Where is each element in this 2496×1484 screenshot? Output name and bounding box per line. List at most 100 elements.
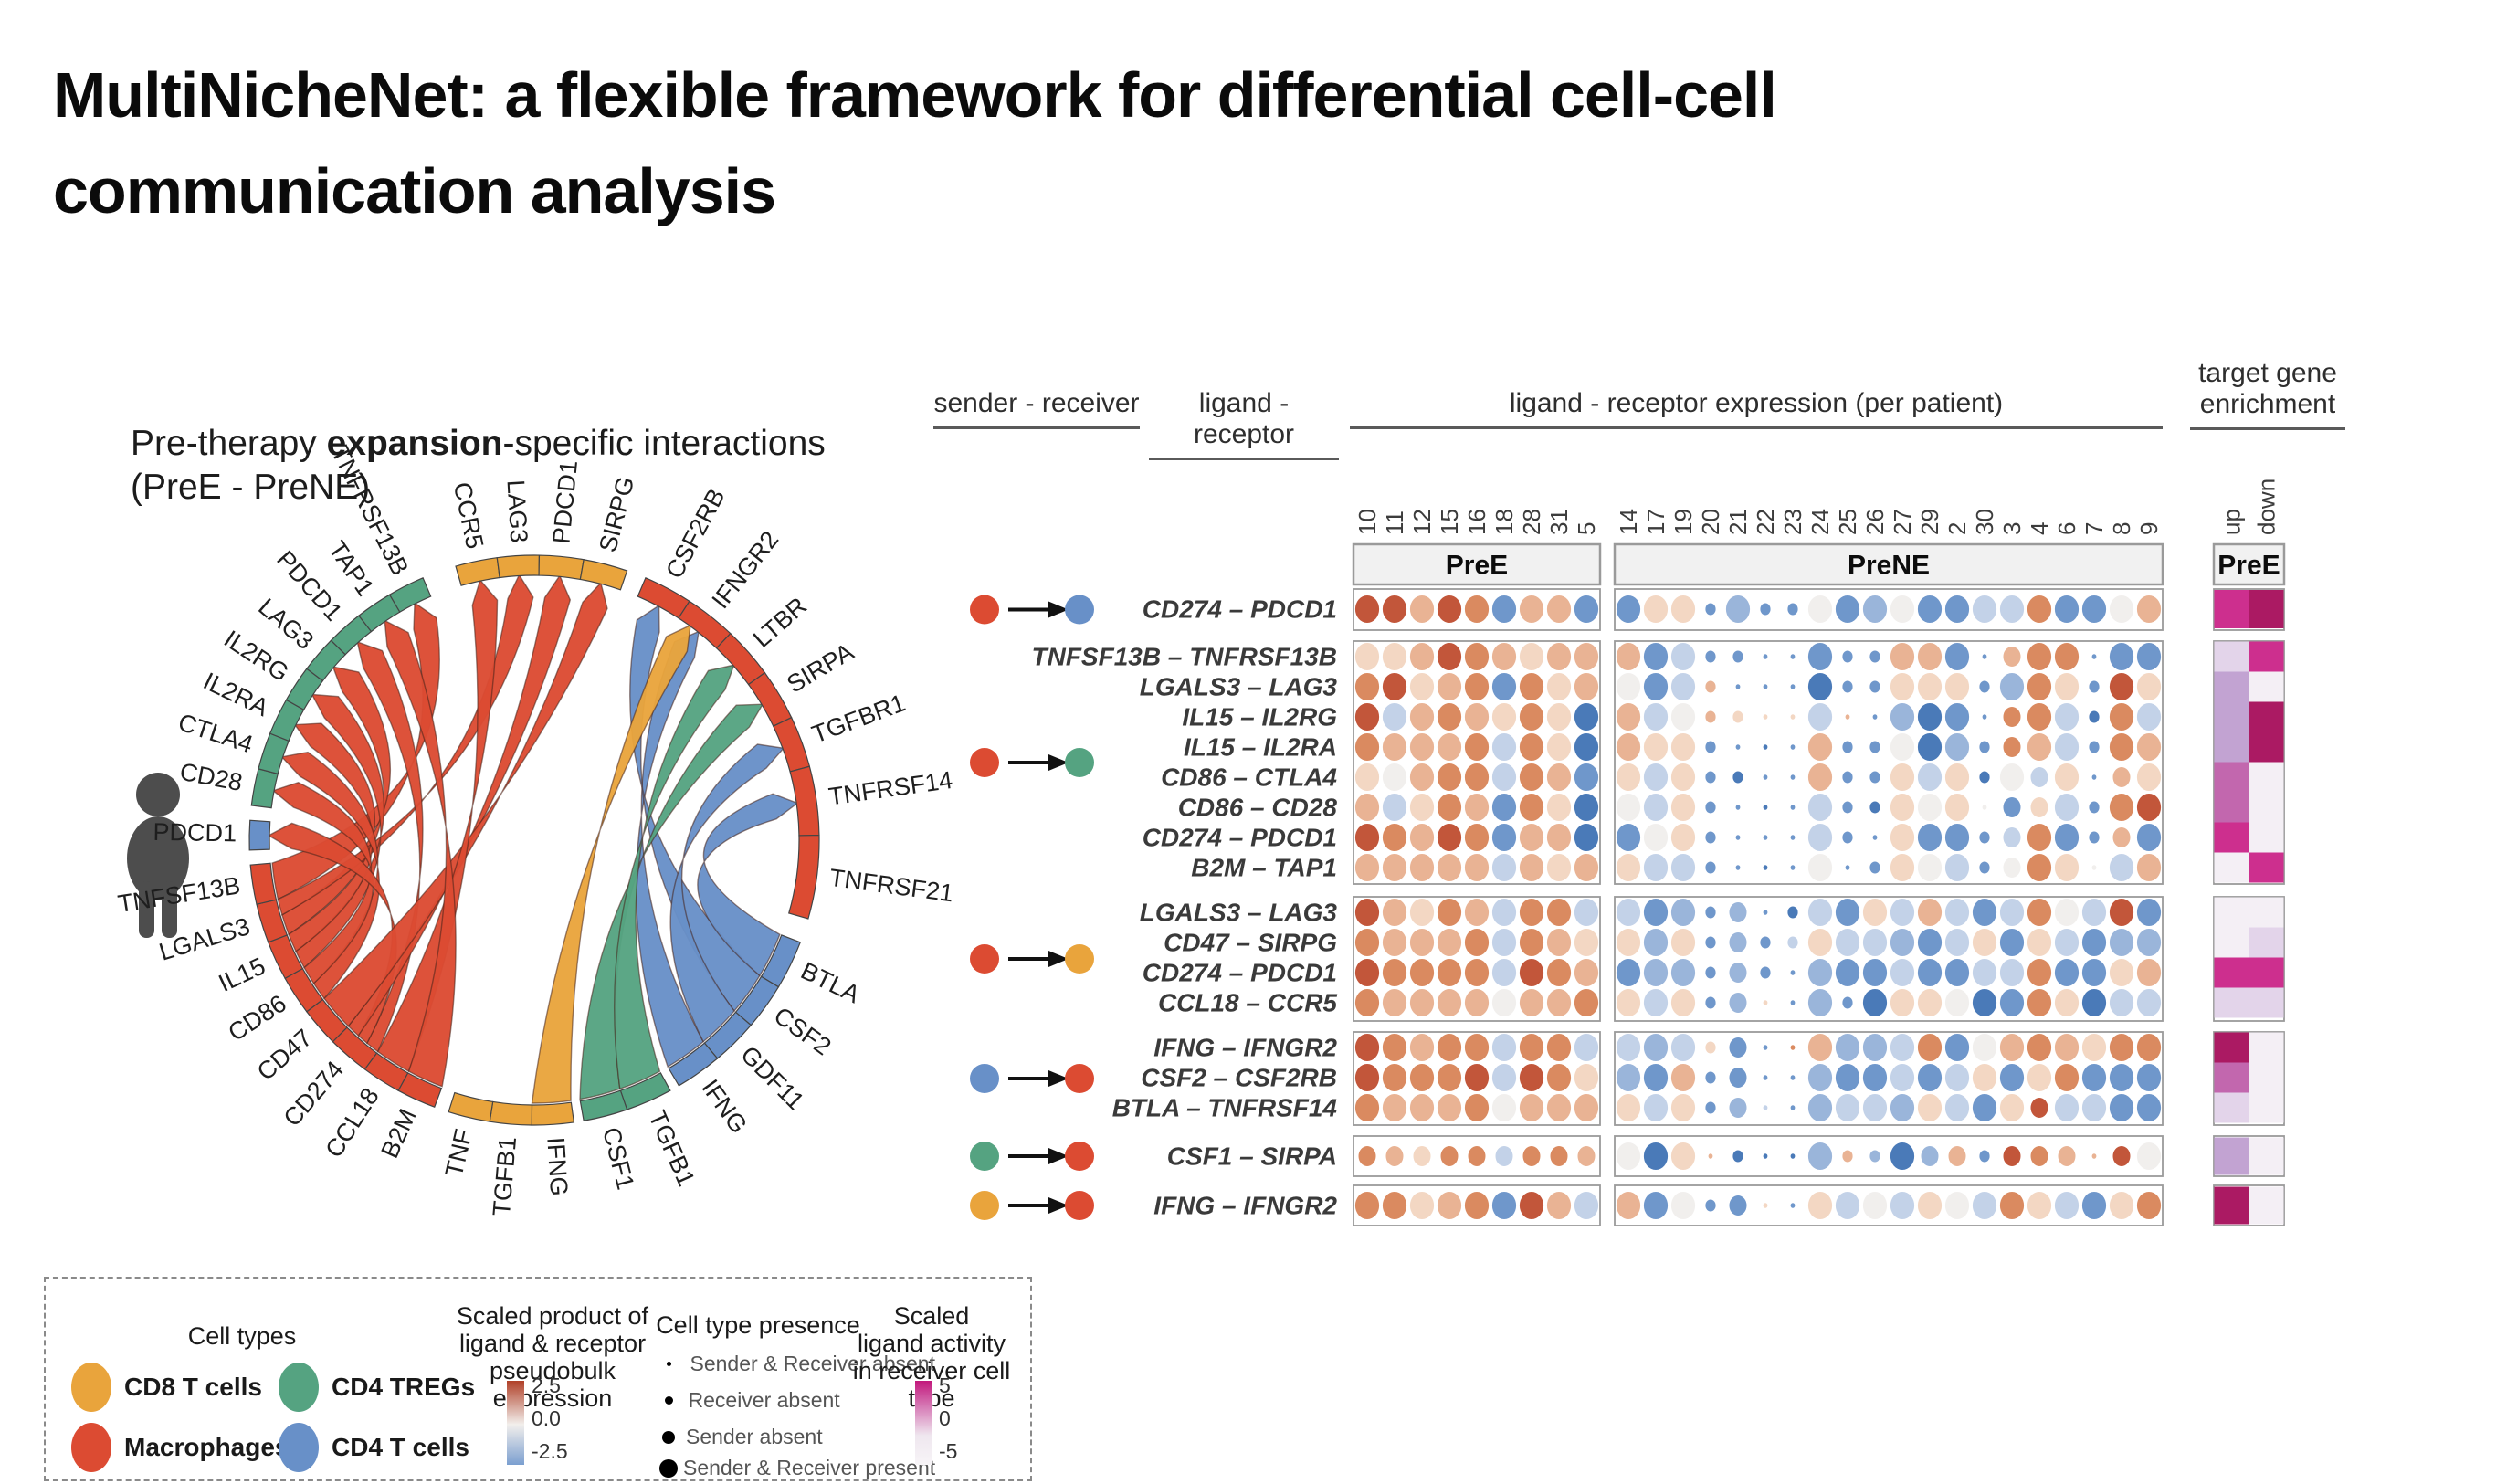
expression-dot (2027, 703, 2052, 731)
expression-dot (1409, 595, 1435, 623)
expression-dot (2081, 1064, 2107, 1091)
expression-dot (1944, 959, 1970, 986)
expression-dot (1763, 684, 1768, 689)
chord-segment (531, 1101, 575, 1126)
expression-dot (1790, 1000, 1796, 1005)
expression-dot (1464, 1034, 1490, 1061)
expression-dot (1354, 989, 1380, 1016)
expression-dot (1574, 794, 1599, 821)
ligand-receptor-label: CD274 – PDCD1 (1143, 959, 1337, 987)
expression-dot (1643, 899, 1669, 926)
expression-dot (1519, 854, 1544, 881)
expression-dot (1729, 1037, 1747, 1058)
chord-segment (788, 834, 820, 920)
enrichment-cell (2249, 701, 2284, 732)
expression-dot (2136, 854, 2162, 881)
expression-dot (2027, 854, 2052, 881)
expression-dot (1643, 673, 1669, 700)
expression-dot (1491, 959, 1517, 986)
chord-segment-label: TNF (440, 1126, 478, 1179)
expression-dot (1787, 936, 1798, 949)
expression-dot (1972, 959, 1997, 986)
chord-segment-label: IL15 (215, 952, 269, 996)
expression-dot (1409, 1034, 1435, 1061)
expression-dot (1546, 929, 1572, 956)
expression-dot (1519, 794, 1544, 821)
enrich-col-label: up (2218, 509, 2246, 535)
patient-id-label: 4 (2026, 522, 2053, 535)
expression-dot (2030, 767, 2048, 787)
expression-dot (1643, 1094, 1669, 1121)
expression-dot (2054, 794, 2080, 821)
expression-dot (1616, 899, 1641, 926)
expression-dot (1944, 673, 1970, 700)
patient-id-label: 10 (1353, 509, 1381, 535)
expression-dot (1944, 1192, 1970, 1219)
expression-dot (1354, 959, 1380, 986)
expression-dot (2089, 710, 2100, 723)
arrowhead-icon (1048, 1197, 1069, 1214)
expression-dot (1354, 733, 1380, 761)
expression-dot (1643, 595, 1669, 623)
expression-dot (1763, 1153, 1768, 1159)
colorbar-tick-label: 5 (939, 1373, 951, 1397)
expression-dot (2081, 1094, 2107, 1121)
expression-dot (2054, 1034, 2080, 1061)
expression-dot (1705, 861, 1716, 874)
group-header (1352, 542, 1602, 586)
patient-id-label: 17 (1642, 509, 1669, 535)
activity-colorbar (915, 1381, 932, 1465)
patient-id-label: 6 (2053, 522, 2080, 535)
expression-dot (1546, 703, 1572, 731)
expression-dot (1409, 824, 1435, 851)
expression-dot (1790, 744, 1796, 750)
chord-ribbon (697, 793, 799, 977)
expression-dot (1835, 595, 1860, 623)
expression-dot (1491, 899, 1517, 926)
panel-box (1614, 640, 2164, 885)
arrowhead-icon (1048, 601, 1069, 618)
expression-dot (1705, 1071, 1716, 1084)
expression-dot (1354, 703, 1380, 731)
expression-dot (1382, 989, 1407, 1016)
expression-dot (1790, 805, 1796, 810)
chord-segment (538, 554, 585, 581)
chord-segment-label: GDF11 (735, 1041, 809, 1116)
expression-dot (1890, 703, 1915, 731)
expression-dot (1616, 763, 1641, 791)
chord-segment-label: BTLA (796, 957, 864, 1009)
expression-dot (2027, 824, 2052, 851)
expression-dot (1790, 1203, 1796, 1208)
ligand-receptor-label: CCL18 – CCR5 (1158, 989, 1337, 1017)
chord-segment (248, 819, 271, 851)
patient-id-label: 19 (1669, 509, 1697, 535)
expression-dot (1890, 643, 1915, 670)
expression-dot (1972, 929, 1997, 956)
expression-dot (1862, 989, 1888, 1016)
expression-dot (1574, 1064, 1599, 1091)
expression-dot (1732, 650, 1743, 663)
expression-dot (1437, 1064, 1462, 1091)
expression-dot (1842, 996, 1853, 1009)
patient-id-label: 23 (1779, 509, 1806, 535)
expression-dot (1705, 650, 1716, 663)
expression-dot (1574, 929, 1599, 956)
expression-dot (1999, 673, 2025, 700)
expression-dot (1491, 595, 1517, 623)
expression-dot (1464, 854, 1490, 881)
expression-dot (2027, 989, 2052, 1016)
expression-dot (1574, 899, 1599, 926)
expression-dot (1890, 854, 1915, 881)
expression-dot (1546, 733, 1572, 761)
expression-dot (1464, 959, 1490, 986)
expression-dot (1705, 771, 1716, 784)
chord-segment-label: PDCD1 (547, 459, 583, 545)
expression-dot (1787, 603, 1798, 616)
header-expression: ligand - receptor expression (per patien… (1350, 388, 2163, 429)
expression-dot (1382, 794, 1407, 821)
expression-dot (1807, 673, 1833, 700)
patient-id-label: 9 (2135, 522, 2163, 535)
enrichment-cell (2214, 590, 2249, 628)
expression-dot (2027, 733, 2052, 761)
expression-dot (1807, 824, 1833, 851)
